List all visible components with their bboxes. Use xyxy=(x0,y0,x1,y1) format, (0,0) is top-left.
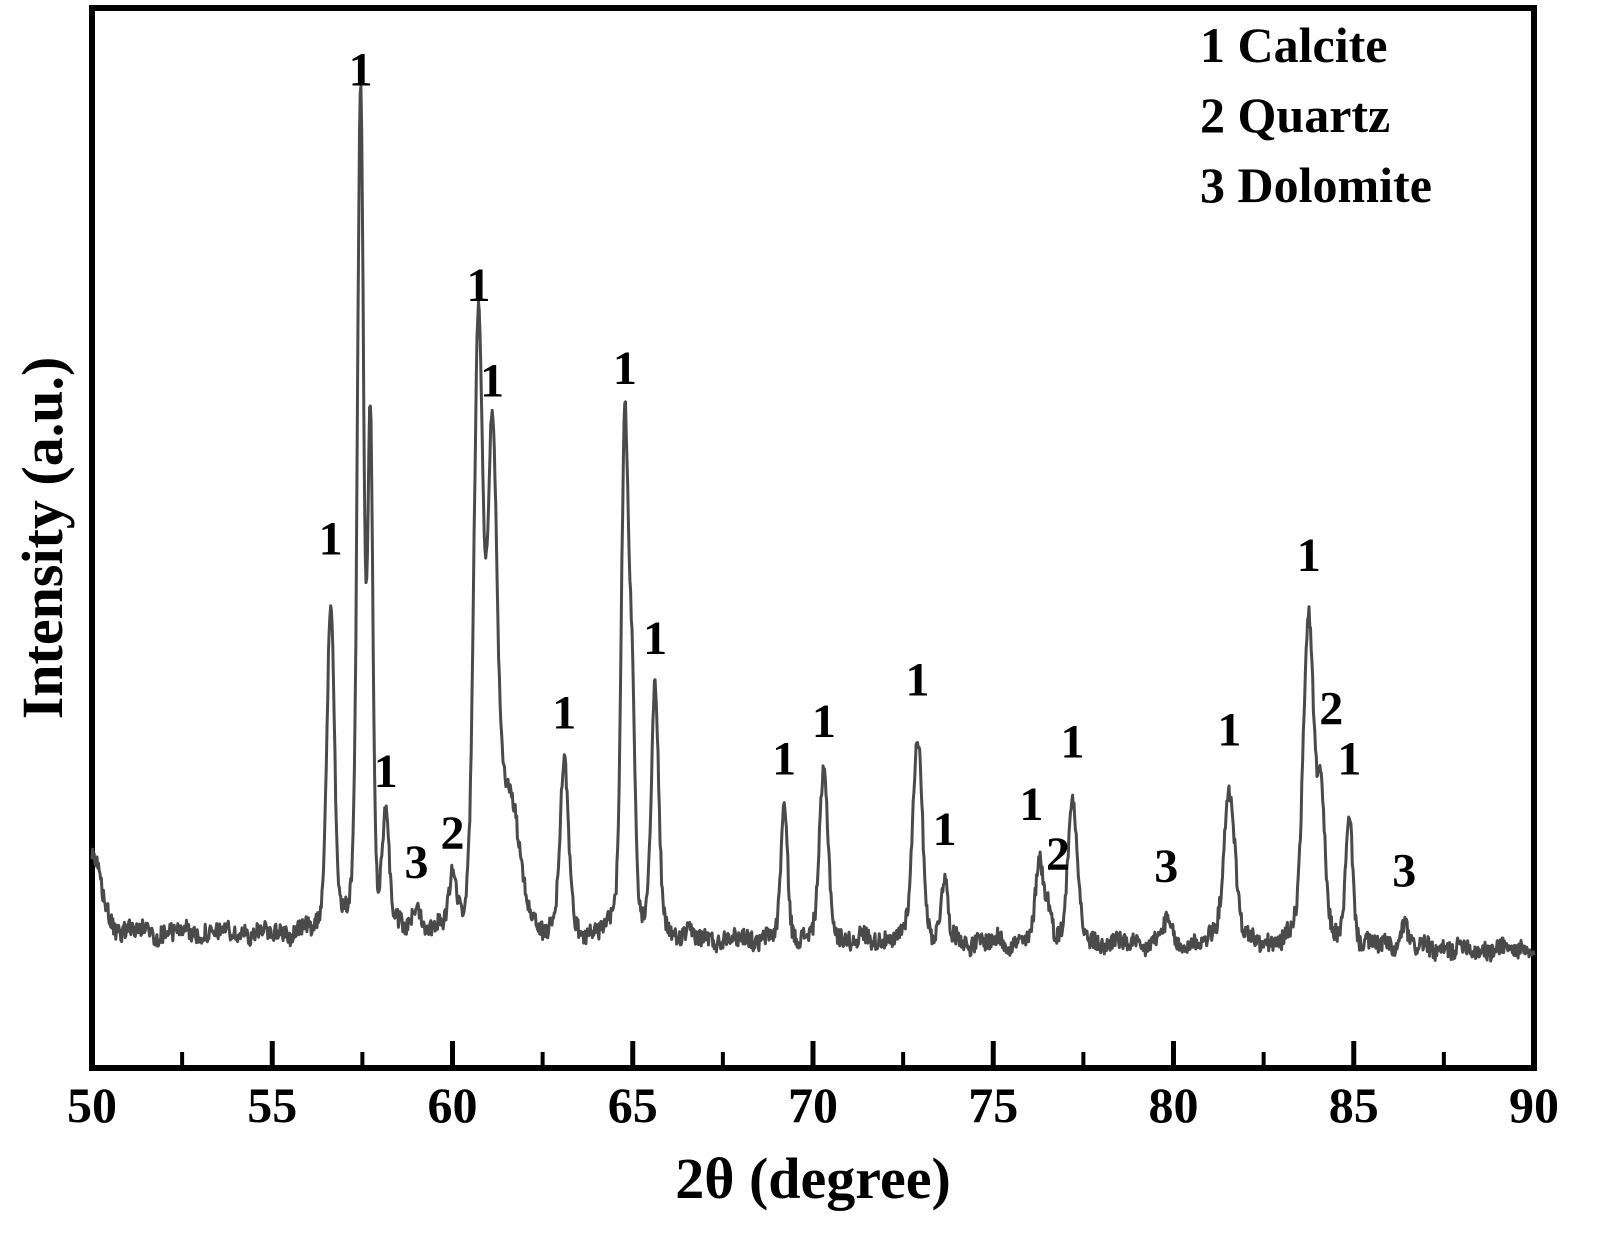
legend-entry-quartz: 2 Quartz xyxy=(1200,87,1390,143)
peak-label-phase-1: 1 xyxy=(906,653,930,706)
peak-label-phase-1: 1 xyxy=(812,695,836,748)
legend-entry-dolomite: 3 Dolomite xyxy=(1200,157,1432,213)
peak-label-phase-2: 2 xyxy=(441,807,465,860)
peak-label-phase-1: 1 xyxy=(480,355,504,408)
peak-label-phase-3: 3 xyxy=(1154,840,1178,893)
x-axis-ticks xyxy=(89,1041,1537,1065)
peak-label-phase-1: 1 xyxy=(933,803,957,856)
peak-label-phase-1: 1 xyxy=(613,342,637,395)
peak-label-phase-1: 1 xyxy=(466,259,490,312)
legend-entry-calcite: 1 Calcite xyxy=(1200,17,1387,73)
peak-label-phase-2: 2 xyxy=(1319,683,1343,736)
peak-label-phase-1: 1 xyxy=(1337,732,1361,785)
peak-label-phase-1: 1 xyxy=(643,612,667,665)
plot-frame xyxy=(89,5,1537,1071)
x-tick-label: 50 xyxy=(67,1077,117,1133)
peak-label-phase-1: 1 xyxy=(319,512,343,565)
x-tick-label: 90 xyxy=(1509,1077,1559,1133)
legend: 1 Calcite 2 Quartz 3 Dolomite xyxy=(1200,17,1432,213)
peak-label-phase-1: 1 xyxy=(1061,716,1085,769)
xrd-pattern-line xyxy=(90,84,1536,963)
x-axis-title: 2θ (degree) xyxy=(675,1146,951,1211)
x-tick-label: 85 xyxy=(1329,1077,1379,1133)
y-axis-title: Intensity (a.u.) xyxy=(10,357,75,720)
x-tick-label: 55 xyxy=(247,1077,297,1133)
diffraction-trace xyxy=(90,84,1536,963)
peak-label-phase-2: 2 xyxy=(1046,828,1070,881)
peak-label-phase-1: 1 xyxy=(374,745,398,798)
peak-label-phase-1: 1 xyxy=(1019,778,1043,831)
peak-label-phase-1: 1 xyxy=(1217,703,1241,756)
x-tick-label: 60 xyxy=(428,1077,478,1133)
x-tick-label: 75 xyxy=(968,1077,1018,1133)
peak-label-phase-1: 1 xyxy=(1297,529,1321,582)
x-tick-labels: 50 55 60 65 70 75 80 85 90 xyxy=(67,1077,1559,1133)
peak-label-phase-3: 3 xyxy=(404,836,428,889)
peak-label-phase-1: 1 xyxy=(772,732,796,785)
peak-label-phase-1: 1 xyxy=(349,43,373,96)
x-tick-label: 65 xyxy=(608,1077,658,1133)
peak-label-phase-1: 1 xyxy=(552,687,576,740)
peak-label-phase-3: 3 xyxy=(1392,844,1416,897)
x-tick-label: 70 xyxy=(788,1077,838,1133)
x-tick-label: 80 xyxy=(1149,1077,1199,1133)
